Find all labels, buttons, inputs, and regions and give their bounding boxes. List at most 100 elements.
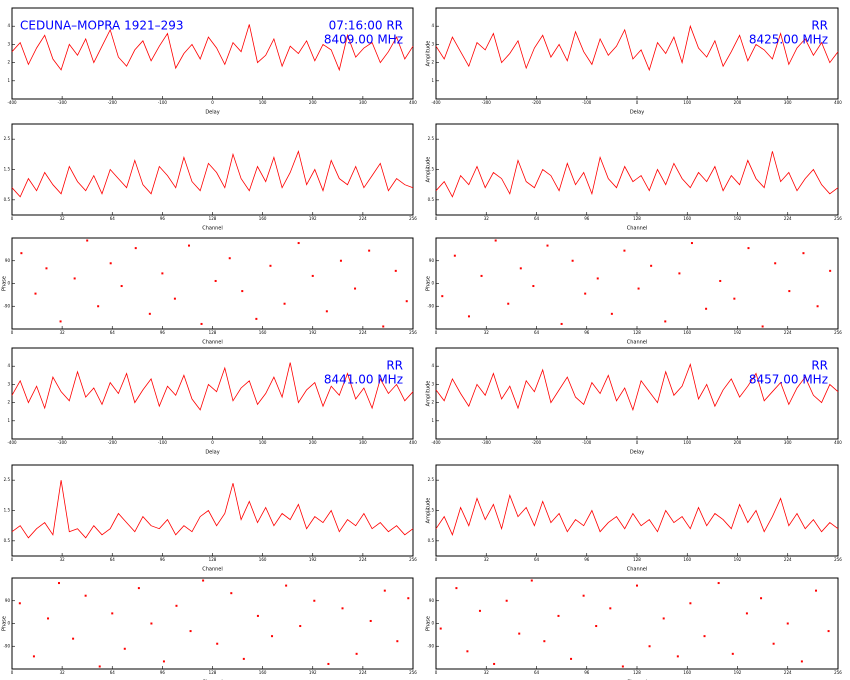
x-tick-label: 128 <box>209 557 217 562</box>
panel: -400 -300 -200 -100 0 100 200 300 400 1 2 3 4 Delay RR… <box>7 347 417 456</box>
plot-frame <box>435 347 839 440</box>
annotation: 8409.00 MHz <box>324 33 403 47</box>
x-axis-label: Channel <box>202 567 223 573</box>
data-point <box>774 262 777 265</box>
x-tick-label: 400 <box>834 440 842 445</box>
annotation: RR <box>811 19 828 33</box>
data-point <box>34 292 37 295</box>
data-point <box>731 652 734 655</box>
x-tick-label: 96 <box>584 670 590 675</box>
y-tick-label: 4 <box>7 363 10 368</box>
data-point <box>596 277 599 280</box>
plot-frame <box>11 123 414 216</box>
x-tick-label: 32 <box>60 557 66 562</box>
data-point <box>786 622 789 625</box>
data-point <box>57 582 60 585</box>
panel: -400 -300 -200 -100 0 100 200 300 400 1 2 3 4 Delay CE… <box>7 7 417 116</box>
x-tick-label: 96 <box>584 216 590 221</box>
x-tick-label: 32 <box>484 670 490 675</box>
y-tick-label: 0 <box>7 621 10 626</box>
data-point <box>189 630 192 633</box>
y-tick-label: 2 <box>431 400 434 405</box>
panel: 0 32 64 96 128 160 192 224 256 0.5 1.5 2.5 Channel Am… <box>426 123 842 232</box>
data-point <box>396 640 399 643</box>
data-point <box>570 657 573 660</box>
data-point <box>662 617 665 620</box>
y-tick-label: -90 <box>3 643 10 648</box>
data-point <box>355 652 358 655</box>
data-point <box>610 312 613 315</box>
y-tick-label: 1 <box>431 78 434 83</box>
x-tick-label: 160 <box>683 330 691 335</box>
x-tick-label: 300 <box>359 100 367 105</box>
x-tick-label: 192 <box>734 670 742 675</box>
data-point <box>453 254 456 257</box>
x-tick-label: 0 <box>211 440 214 445</box>
data-line <box>435 363 839 412</box>
data-point <box>637 287 640 290</box>
x-tick-label: -200 <box>532 440 542 445</box>
data-point <box>98 665 101 668</box>
x-tick-label: 128 <box>633 557 641 562</box>
x-tick-label: 0 <box>435 330 438 335</box>
data-point <box>480 274 483 277</box>
x-tick-label: 224 <box>784 330 792 335</box>
x-tick-label: -100 <box>582 100 592 105</box>
x-tick-label: 400 <box>834 100 842 105</box>
data-point <box>664 320 667 323</box>
y-tick-label: 90 <box>5 598 11 603</box>
y-tick-label: 0 <box>7 281 10 286</box>
data-point <box>505 599 508 602</box>
x-tick-label: 400 <box>409 100 417 105</box>
data-point <box>439 627 442 630</box>
x-tick-label: 0 <box>11 216 14 221</box>
y-tick-label: 4 <box>431 363 434 368</box>
data-point <box>214 279 217 282</box>
data-point <box>73 277 76 280</box>
x-tick-label: 256 <box>409 330 417 335</box>
data-point <box>45 267 48 270</box>
x-axis-label: Delay <box>205 450 219 456</box>
data-point <box>636 584 638 587</box>
data-point <box>816 305 819 308</box>
x-tick-label: -300 <box>482 100 492 105</box>
data-point <box>530 579 533 582</box>
y-tick-label: 1 <box>7 418 10 423</box>
plot-frame <box>11 577 414 670</box>
x-tick-label: 64 <box>110 670 116 675</box>
x-tick-label: 224 <box>784 216 792 221</box>
x-tick-label: -100 <box>582 440 592 445</box>
y-axis-label: Amplitude <box>426 498 432 524</box>
data-point <box>369 619 372 622</box>
x-tick-label: -300 <box>58 440 68 445</box>
annotation: 07:16:00 RR <box>329 19 403 33</box>
data-point <box>493 662 496 665</box>
y-tick-label: 0 <box>431 281 434 286</box>
x-tick-label: 128 <box>633 330 641 335</box>
panel: 0 32 64 96 128 160 192 224 256 0.5 1.5 2.5 Channel <box>4 464 417 573</box>
data-point <box>571 259 574 262</box>
x-axis-label: Channel <box>627 567 648 573</box>
y-axis-label: Phase <box>426 276 432 291</box>
x-tick-label: 128 <box>209 330 217 335</box>
data-point <box>311 274 314 277</box>
panel-title: CEDUNA–MOPRA 1921–293 <box>20 19 184 33</box>
data-point <box>72 637 75 640</box>
y-tick-label: 1.5 <box>4 167 11 172</box>
y-tick-label: 3 <box>431 41 434 46</box>
data-point <box>678 272 681 275</box>
annotation: 8425.00 MHz <box>749 33 828 47</box>
plot-frame <box>11 464 414 557</box>
x-tick-label: -300 <box>482 440 492 445</box>
data-point <box>148 312 151 315</box>
x-axis-label: Delay <box>205 110 219 116</box>
x-tick-label: 224 <box>784 670 792 675</box>
x-tick-label: 160 <box>683 557 691 562</box>
y-tick-label: 3 <box>431 381 434 386</box>
x-tick-label: 300 <box>359 440 367 445</box>
data-line <box>435 493 839 536</box>
data-point <box>325 310 328 313</box>
data-point <box>595 625 598 628</box>
y-axis-label: Amplitude <box>426 381 432 407</box>
